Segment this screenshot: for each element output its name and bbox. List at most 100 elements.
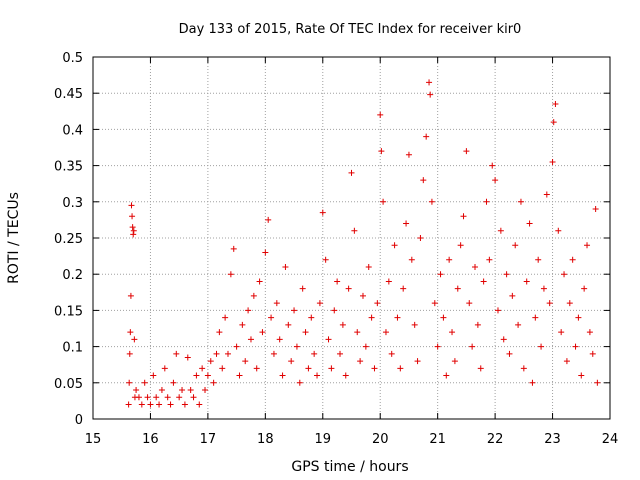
- data-point: [348, 169, 355, 176]
- data-point: [472, 263, 479, 270]
- data-point: [382, 329, 389, 336]
- data-points: [125, 79, 601, 408]
- data-point: [170, 379, 177, 386]
- data-point: [193, 372, 200, 379]
- data-point: [207, 358, 214, 365]
- data-point: [322, 256, 329, 263]
- data-point: [158, 387, 165, 394]
- data-point: [253, 365, 260, 372]
- data-point: [466, 300, 473, 307]
- data-point: [497, 227, 504, 234]
- data-point: [575, 314, 582, 321]
- data-point: [354, 329, 361, 336]
- y-tick-label: 0: [75, 413, 83, 428]
- y-tick-label: 0.25: [54, 232, 83, 247]
- data-point: [391, 242, 398, 249]
- y-tick-label: 0.15: [54, 304, 83, 319]
- data-point: [213, 350, 220, 357]
- data-point: [357, 358, 364, 365]
- data-point: [486, 256, 493, 263]
- data-point: [308, 314, 315, 321]
- data-point: [339, 321, 346, 328]
- data-point: [552, 101, 559, 108]
- data-point: [477, 365, 484, 372]
- data-point: [342, 372, 349, 379]
- y-axis-label: ROTI / TECUs: [6, 192, 22, 284]
- data-point: [500, 336, 507, 343]
- y-tick-label: 0.5: [62, 51, 83, 66]
- data-point: [457, 242, 464, 249]
- data-point: [279, 372, 286, 379]
- data-point: [250, 292, 257, 299]
- data-point: [187, 387, 194, 394]
- data-point: [262, 249, 269, 256]
- data-point: [550, 119, 557, 126]
- data-point: [128, 202, 135, 209]
- x-tick-label: 23: [544, 432, 561, 447]
- data-point: [517, 198, 524, 205]
- data-point: [167, 401, 174, 408]
- data-point: [443, 372, 450, 379]
- data-point: [299, 285, 306, 292]
- data-point: [314, 372, 321, 379]
- y-tick-label: 0.35: [54, 160, 83, 175]
- data-point: [141, 379, 148, 386]
- data-point: [594, 379, 601, 386]
- data-point: [480, 278, 487, 285]
- data-point: [210, 379, 217, 386]
- data-point: [199, 365, 206, 372]
- data-point: [414, 358, 421, 365]
- data-point: [558, 329, 565, 336]
- data-point: [586, 329, 593, 336]
- x-axis-label: GPS time / hours: [291, 459, 408, 475]
- data-point: [233, 343, 240, 350]
- data-point: [345, 285, 352, 292]
- data-point: [227, 271, 234, 278]
- data-point: [489, 162, 496, 169]
- data-point: [572, 343, 579, 350]
- data-point: [523, 278, 530, 285]
- data-point: [282, 263, 289, 270]
- data-point: [584, 242, 591, 249]
- data-point: [469, 343, 476, 350]
- data-point: [125, 401, 132, 408]
- data-point: [526, 220, 533, 227]
- data-point: [592, 206, 599, 213]
- data-point: [423, 133, 430, 140]
- data-point: [561, 271, 568, 278]
- x-tick-label: 16: [142, 432, 159, 447]
- data-point: [494, 307, 501, 314]
- data-point: [302, 329, 309, 336]
- data-point: [506, 350, 513, 357]
- data-point: [247, 336, 254, 343]
- data-point: [153, 394, 160, 401]
- data-point: [219, 365, 226, 372]
- data-point: [589, 350, 596, 357]
- data-point: [377, 111, 384, 118]
- data-point: [543, 191, 550, 198]
- data-point: [440, 314, 447, 321]
- data-point: [405, 151, 412, 158]
- data-point: [446, 256, 453, 263]
- data-point: [126, 379, 133, 386]
- data-point: [546, 300, 553, 307]
- data-point: [273, 300, 280, 307]
- data-point: [184, 354, 191, 361]
- data-point: [176, 394, 183, 401]
- x-tick-label: 20: [372, 432, 389, 447]
- data-point: [532, 314, 539, 321]
- data-point: [316, 300, 323, 307]
- data-point: [129, 213, 136, 220]
- axis-ticks: 15 16 17 18 19 20 21 22 23 24 0 0.05 0.1 0.15 0.2 0.25 0…: [54, 51, 618, 447]
- data-point: [291, 307, 298, 314]
- data-point: [126, 350, 133, 357]
- data-point: [492, 177, 499, 184]
- x-tick-label: 17: [200, 432, 217, 447]
- data-point: [296, 379, 303, 386]
- x-tick-label: 24: [602, 432, 619, 447]
- data-point: [265, 216, 272, 223]
- data-point: [529, 379, 536, 386]
- data-point: [420, 177, 427, 184]
- data-point: [173, 350, 180, 357]
- data-point: [427, 91, 434, 98]
